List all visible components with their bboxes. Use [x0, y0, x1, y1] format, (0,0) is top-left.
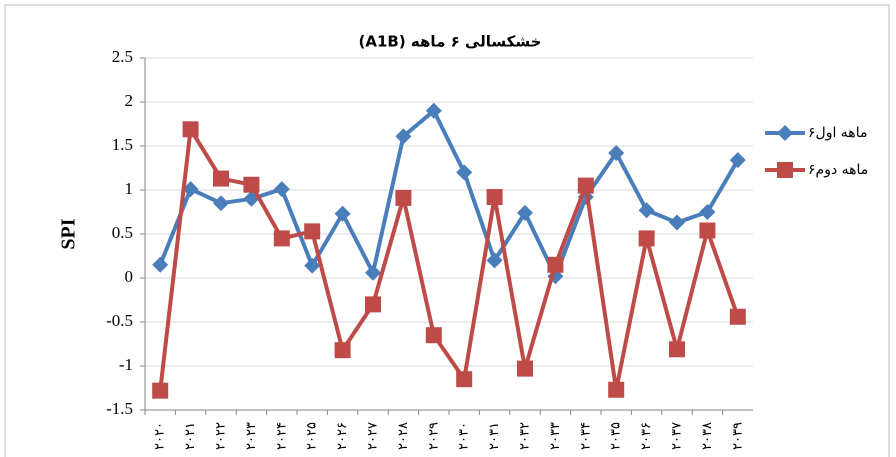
data-point — [425, 102, 442, 119]
data-point — [395, 128, 412, 145]
data-point — [638, 230, 655, 247]
y-tick-label: 0 — [125, 267, 134, 286]
data-point — [182, 181, 199, 198]
data-point — [152, 382, 169, 399]
data-point — [152, 256, 169, 273]
y-tick-label: 1 — [125, 179, 134, 198]
x-tick-label: ۲۰۳۷ — [670, 422, 685, 450]
y-tick-label: -0.5 — [106, 311, 133, 330]
y-tick-label: -1.5 — [106, 399, 133, 418]
x-tick-label: ۲۰۲۶ — [335, 422, 350, 450]
legend-marker — [777, 162, 793, 178]
x-tick-label: ۲۰۲۲ — [214, 422, 229, 450]
x-tick-label: ۲۰۳۴ — [578, 422, 593, 450]
data-point — [608, 145, 625, 162]
chart-title: خشکسالی ۶ ماهه (A1B) — [359, 33, 542, 51]
x-tick-label: ۲۰۳۲ — [518, 422, 533, 450]
x-tick-label: ۲۰۲۸ — [396, 422, 411, 450]
data-point — [456, 371, 473, 388]
x-tick-label: ۲۰۳۰ — [457, 422, 472, 450]
x-tick-label: ۲۰۳۸ — [700, 422, 715, 450]
data-point — [182, 121, 199, 138]
data-point — [669, 214, 685, 231]
data-point — [304, 257, 321, 274]
data-point — [425, 327, 442, 344]
x-tick-label: ۲۰۲۳ — [244, 422, 259, 450]
data-point — [273, 181, 290, 198]
chart-frame — [4, 4, 890, 457]
series-line — [158, 127, 740, 392]
data-point — [365, 296, 381, 313]
data-point — [213, 170, 229, 187]
y-axis-label: SPI — [58, 218, 80, 249]
x-tick-label: ۲۰۲۷ — [366, 422, 381, 450]
data-point — [608, 381, 625, 398]
x-tick-label: ۲۰۳۶ — [639, 422, 654, 450]
data-point — [486, 252, 503, 269]
x-tick-label: ۲۰۲۹ — [426, 422, 441, 450]
x-tick-label: ۲۰۳۳ — [548, 422, 563, 450]
data-point — [547, 256, 564, 273]
data-point — [456, 164, 473, 181]
data-point — [699, 204, 716, 220]
data-point — [395, 189, 412, 206]
y-tick-label: 2.5 — [112, 47, 133, 66]
data-point — [577, 177, 594, 194]
x-tick-label: ۲۰۲۵ — [305, 422, 320, 450]
y-tick-label: 0.5 — [112, 223, 133, 242]
data-point — [638, 202, 655, 219]
legend-label: ۶ماهه دوم — [808, 162, 868, 178]
data-point — [699, 222, 716, 239]
data-point — [365, 264, 381, 281]
data-point — [486, 189, 503, 206]
legend-marker — [777, 125, 793, 141]
x-tick-label: ۲۰۲۱ — [183, 422, 198, 450]
data-point — [729, 152, 746, 169]
y-tick-label: -1 — [119, 355, 133, 374]
x-tick-label: ۲۰۳۱ — [487, 422, 502, 450]
x-tick-label: ۲۰۲۴ — [274, 422, 289, 450]
data-point — [334, 342, 351, 359]
x-tick-label: ۲۰۳۵ — [609, 422, 624, 450]
data-point — [729, 308, 746, 325]
data-point — [213, 195, 229, 212]
data-point — [334, 205, 351, 222]
x-tick-label: ۲۰۳۹ — [730, 422, 745, 450]
data-point — [517, 360, 533, 377]
data-point — [517, 204, 533, 221]
y-tick-label: 1.5 — [112, 135, 133, 154]
legend-label: ۶ماهه اول — [808, 125, 867, 141]
data-point — [304, 223, 321, 240]
x-tick-label: ۲۰۲۰ — [153, 422, 168, 450]
y-tick-label: 2 — [125, 91, 134, 110]
data-point — [243, 176, 260, 193]
data-point — [669, 341, 685, 358]
data-point — [273, 230, 290, 247]
